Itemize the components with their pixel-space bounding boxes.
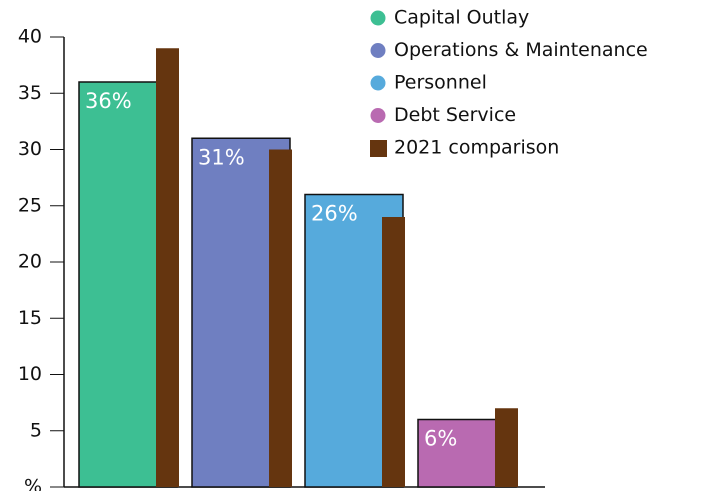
legend-swatch — [370, 140, 387, 157]
y-tick-label: % — [24, 476, 42, 491]
legend-label: Capital Outlay — [394, 7, 529, 29]
legend-swatch — [370, 75, 386, 91]
y-tick-label: 20 — [18, 251, 42, 273]
value-label: 36% — [85, 89, 132, 113]
legend-label: Personnel — [394, 72, 487, 94]
legend-label: Debt Service — [394, 104, 516, 126]
comparison-bar — [495, 408, 518, 487]
y-tick-label: 25 — [18, 194, 42, 216]
comparison-bar — [269, 149, 292, 487]
legend-swatch — [370, 43, 386, 58]
value-label: 6% — [424, 427, 457, 451]
comparison-bar — [156, 48, 179, 487]
y-tick-label: 15 — [18, 307, 42, 329]
value-label: 26% — [311, 202, 358, 226]
legend-label: Operations & Maintenance — [394, 39, 648, 61]
y-tick-label: 35 — [18, 82, 42, 104]
y-tick-label: 5 — [30, 419, 42, 441]
value-label: 31% — [198, 145, 245, 169]
y-tick-label: 30 — [18, 138, 42, 160]
y-tick-label: 40 — [18, 26, 42, 48]
legend-swatch — [370, 10, 386, 26]
comparison-bar — [382, 217, 405, 487]
y-tick-label: 10 — [18, 363, 42, 385]
legend-label: 2021 comparison — [394, 137, 559, 159]
legend-swatch — [370, 108, 386, 123]
